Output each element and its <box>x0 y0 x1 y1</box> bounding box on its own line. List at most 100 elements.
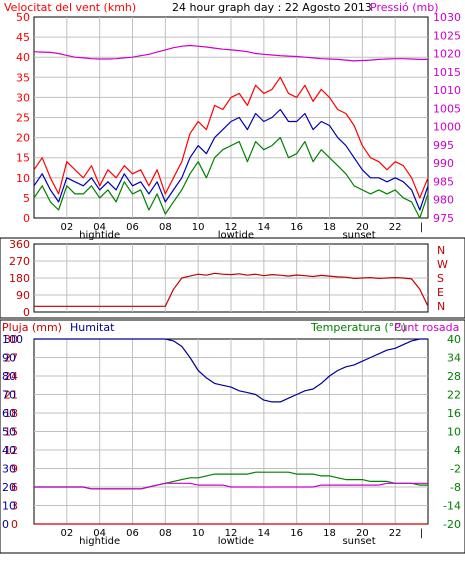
climate-x-axis: 02 04 06 08 10 12 14 16 18 20 22 | hightide lowtide su… <box>60 528 423 547</box>
direction-compass-label: W <box>437 258 448 271</box>
temperature-right-tick: -2 <box>450 463 461 476</box>
wind-x-tick: 02 <box>60 222 73 233</box>
direction-panel-border <box>0 237 465 319</box>
rain-axis-tick: 18 <box>4 407 18 420</box>
wind-direction-line <box>34 272 429 307</box>
wind-x-tick: 04 <box>93 222 106 233</box>
climate-x-tick: 18 <box>323 528 336 539</box>
humidity-axis-tick: 50 <box>2 426 16 439</box>
climate-x-tick: 04 <box>93 528 106 539</box>
pressure-right-tick: 1005 <box>433 102 461 115</box>
pressure-right-tick: 1000 <box>433 121 461 134</box>
pressure-right-tick: 1020 <box>433 48 461 61</box>
climate-x-tick: 14 <box>257 528 270 539</box>
rain-axis-tick: 30 <box>4 333 18 346</box>
temperature-right-axis: 40 34 28 22 16 10 4 -2 -8 -14 -20 <box>443 333 461 531</box>
wind-left-tick: 20 <box>16 132 30 145</box>
wind-x-tick: 22 <box>389 222 402 233</box>
pressure-right-tick: 1010 <box>433 84 461 97</box>
temperature-right-tick: 22 <box>447 389 461 402</box>
climate-x-annotation: lowtide <box>218 536 254 547</box>
wind-left-tick: 5 <box>23 192 30 205</box>
direction-compass-label: S <box>437 272 444 285</box>
pressure-right-tick: 1030 <box>433 11 461 24</box>
pressure-right-axis: 1030 1025 1020 1015 1010 1005 1000 995 990 985 980… <box>433 11 461 225</box>
rain-axis-tick: 9 <box>11 463 18 476</box>
direction-compass-label: E <box>437 286 444 299</box>
climate-x-annotation: hightide <box>79 536 120 547</box>
wind-x-tick: 16 <box>290 222 303 233</box>
wind-x-tick: | <box>420 222 423 233</box>
climate-x-tick: 08 <box>159 528 172 539</box>
humidity-axis-tick: 60 <box>2 407 16 420</box>
wind-left-tick: 10 <box>16 172 30 185</box>
wind-left-tick: 25 <box>16 112 30 125</box>
temperature-right-tick: -14 <box>443 500 461 513</box>
rain-axis-tick: 0 <box>11 518 18 531</box>
direction-left-tick: 360 <box>9 238 30 251</box>
humidity-axis-tick: 100 <box>2 333 23 346</box>
wind-x-axis: 02 04 06 08 10 12 14 16 18 20 22 | hightide lowtide su… <box>60 222 423 241</box>
humidity-axis-tick: 30 <box>2 463 16 476</box>
temperature-right-tick: 4 <box>454 444 461 457</box>
rain-axis-tick: 27 <box>4 352 18 365</box>
direction-left-tick: 0 <box>23 306 30 319</box>
direction-panel-series <box>34 272 429 307</box>
wind-left-tick: 50 <box>16 11 30 24</box>
pressure-right-tick: 995 <box>433 139 454 152</box>
humidity-axis-tick: 20 <box>2 481 16 494</box>
wind-left-tick: 15 <box>16 152 30 165</box>
wind-max-line <box>33 76 429 199</box>
climate-x-tick: 02 <box>60 528 73 539</box>
rain-axis-tick: 15 <box>4 426 18 439</box>
climate-x-tick: 10 <box>192 528 205 539</box>
temperature-right-tick: -20 <box>443 518 461 531</box>
wind-x-tick: 10 <box>192 222 205 233</box>
rain-axis-tick: 21 <box>4 389 18 402</box>
humidity-axis-tick: 90 <box>2 352 16 365</box>
rain-axis-tick: 12 <box>4 444 18 457</box>
wind-x-tick: 20 <box>356 222 369 233</box>
climate-x-tick: | <box>420 528 423 539</box>
dewpoint-label: Punt rosada <box>394 321 459 334</box>
temperature-right-tick: -8 <box>450 481 461 494</box>
direction-left-tick: 90 <box>16 289 30 302</box>
humidity-axis-tick: 10 <box>2 500 16 513</box>
rain-axis-tick: 6 <box>11 481 18 494</box>
pressure-right-tick: 980 <box>433 194 454 207</box>
wind-x-annotation: lowtide <box>218 230 254 241</box>
pressure-right-tick: 1015 <box>433 66 461 79</box>
climate-panel-border <box>0 319 465 554</box>
direction-left-tick: 270 <box>9 255 30 268</box>
humidity-axis-tick: 0 <box>2 518 9 531</box>
climate-x-tick: 22 <box>389 528 402 539</box>
rain-axis-tick: 3 <box>11 500 18 513</box>
pressure-line <box>33 44 428 62</box>
wind-x-tick: 18 <box>323 222 336 233</box>
pressure-right-tick: 975 <box>433 212 454 225</box>
direction-compass-label: N <box>437 300 445 313</box>
wind-left-tick: 35 <box>16 71 30 84</box>
pressure-right-tick: 1025 <box>433 29 461 42</box>
direction-left-axis: 360 270 180 90 0 <box>9 238 30 319</box>
wind-panel-gridlines <box>34 17 428 218</box>
wind-x-annotation: sunset <box>342 230 375 241</box>
wind-x-tick: 12 <box>225 222 238 233</box>
temperature-right-tick: 28 <box>447 370 461 383</box>
wind-left-tick: 0 <box>23 212 30 225</box>
wind-left-tick: 45 <box>16 31 30 44</box>
direction-left-tick: 180 <box>9 272 30 285</box>
wind-x-tick: 06 <box>126 222 139 233</box>
rain-axis-tick: 24 <box>4 370 18 383</box>
pressure-right-tick: 985 <box>433 175 454 188</box>
temperature-label: Temperatura (°C) <box>310 321 406 334</box>
wind-panel-series <box>33 44 429 219</box>
wind-x-tick: 14 <box>257 222 270 233</box>
humidity-axis-tick: 70 <box>2 389 16 402</box>
